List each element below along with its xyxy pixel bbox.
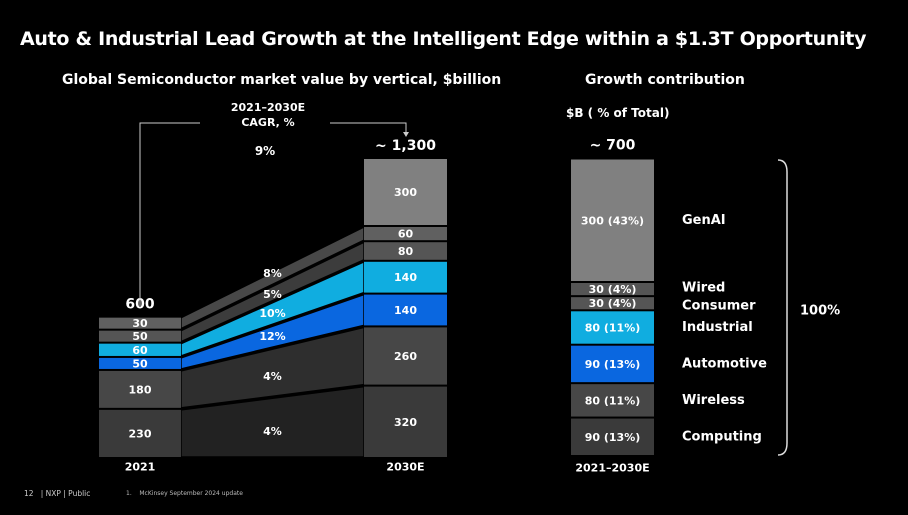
cagr-label-industrial: 10% — [259, 307, 285, 320]
value-label-computing: 230 — [129, 427, 152, 440]
footnote-text: McKinsey September 2024 update — [139, 490, 243, 497]
value-label-consumer: 50 — [132, 330, 148, 343]
bar-2030E-computing — [364, 386, 447, 457]
bracket-label: 100% — [800, 304, 840, 319]
right-chart-unit: $B ( % of Total) — [566, 106, 670, 120]
slide-title: Auto & Industrial Lead Growth at the Int… — [20, 28, 867, 50]
cagr-connector-right — [330, 122, 407, 133]
value-label-automotive: 50 — [132, 357, 148, 370]
contribution-value-automotive: 90 (13%) — [585, 358, 641, 371]
value-label-wired: 60 — [398, 228, 414, 241]
bar-2021-consumer — [99, 330, 181, 342]
bar-2030E-automotive — [364, 294, 447, 326]
legend-label-wireless: Wireless — [682, 393, 745, 408]
bar-2021-automotive — [99, 357, 181, 369]
cagr-header-line2: CAGR, % — [241, 116, 295, 129]
contribution-total-label: ~ 700 — [590, 138, 636, 154]
total-label-2030E: ~ 1,300 — [375, 138, 436, 154]
right-chart-title: Growth contribution — [585, 72, 745, 88]
contribution-value-wired: 30 (4%) — [589, 283, 637, 296]
legend-label-genai: GenAI — [682, 213, 726, 228]
bar-2021-wireless — [99, 370, 181, 408]
bracket-icon — [777, 159, 788, 456]
cagr-connector-left — [139, 122, 200, 306]
legend-label-wired: Wired — [682, 281, 725, 296]
contribution-bar-wired — [571, 283, 654, 296]
cagr-label-wired: 8% — [263, 267, 282, 280]
contribution-bar-consumer — [571, 297, 654, 310]
bar-2030E-wired — [364, 227, 447, 241]
cagr-label-computing: 4% — [263, 425, 282, 438]
arrow-head-icon — [403, 132, 409, 137]
footer-brand: | NXP | Public — [40, 489, 91, 498]
cagr-header-line1: 2021–2030E — [230, 101, 306, 114]
legend-label-computing: Computing — [682, 429, 762, 444]
contribution-bar-genai — [571, 159, 654, 281]
bar-2021-industrial — [99, 343, 181, 356]
bar-2021-wired — [99, 317, 181, 329]
value-label-industrial: 60 — [132, 344, 148, 357]
bar-2030E-genai — [364, 159, 447, 225]
cagr-total-label: 9% — [255, 144, 275, 158]
contribution-value-computing: 90 (13%) — [585, 431, 641, 444]
value-label-automotive: 140 — [394, 304, 417, 317]
x-tick-2021: 2021 — [125, 461, 156, 474]
bar-2030E-wireless — [364, 327, 447, 385]
contribution-value-genai: 300 (43%) — [581, 214, 644, 227]
contribution-value-consumer: 30 (4%) — [589, 297, 637, 310]
value-label-wired: 30 — [132, 317, 148, 330]
contribution-bar-automotive — [571, 345, 654, 383]
value-label-consumer: 80 — [398, 245, 414, 258]
value-label-wireless: 180 — [129, 383, 152, 396]
contribution-value-industrial: 80 (11%) — [585, 322, 641, 335]
footer-note: 1. McKinsey September 2024 update — [126, 490, 243, 497]
cagr-label-automotive: 12% — [259, 330, 285, 343]
bar-2030E-consumer — [364, 242, 447, 260]
legend-label-consumer: Consumer — [682, 299, 756, 314]
contribution-bar-wireless — [571, 384, 654, 417]
legend-label-industrial: Industrial — [682, 320, 753, 335]
contribution-bar-computing — [571, 418, 654, 455]
value-label-wireless: 260 — [394, 350, 417, 363]
value-label-industrial: 140 — [394, 271, 417, 284]
contribution-bar-industrial — [571, 311, 654, 344]
page-number: 12 — [24, 489, 34, 498]
cagr-label-wireless: 4% — [263, 370, 282, 383]
value-label-computing: 320 — [394, 416, 417, 429]
x-tick-2030E: 2030E — [386, 461, 424, 474]
value-label-genai: 300 — [394, 186, 417, 199]
contribution-x-tick: 2021–2030E — [575, 462, 649, 475]
legend-label-automotive: Automotive — [682, 356, 767, 371]
footer-page: 12 | NXP | Public — [24, 489, 90, 498]
cagr-header: 2021–2030E CAGR, % — [208, 100, 328, 130]
cagr-label-consumer: 5% — [263, 288, 282, 301]
bar-2021-computing — [99, 409, 181, 457]
bar-2030E-industrial — [364, 261, 447, 293]
footnote-marker: 1. — [126, 490, 132, 497]
left-chart-title: Global Semiconductor market value by ver… — [62, 72, 502, 88]
contribution-value-wireless: 80 (11%) — [585, 394, 641, 407]
